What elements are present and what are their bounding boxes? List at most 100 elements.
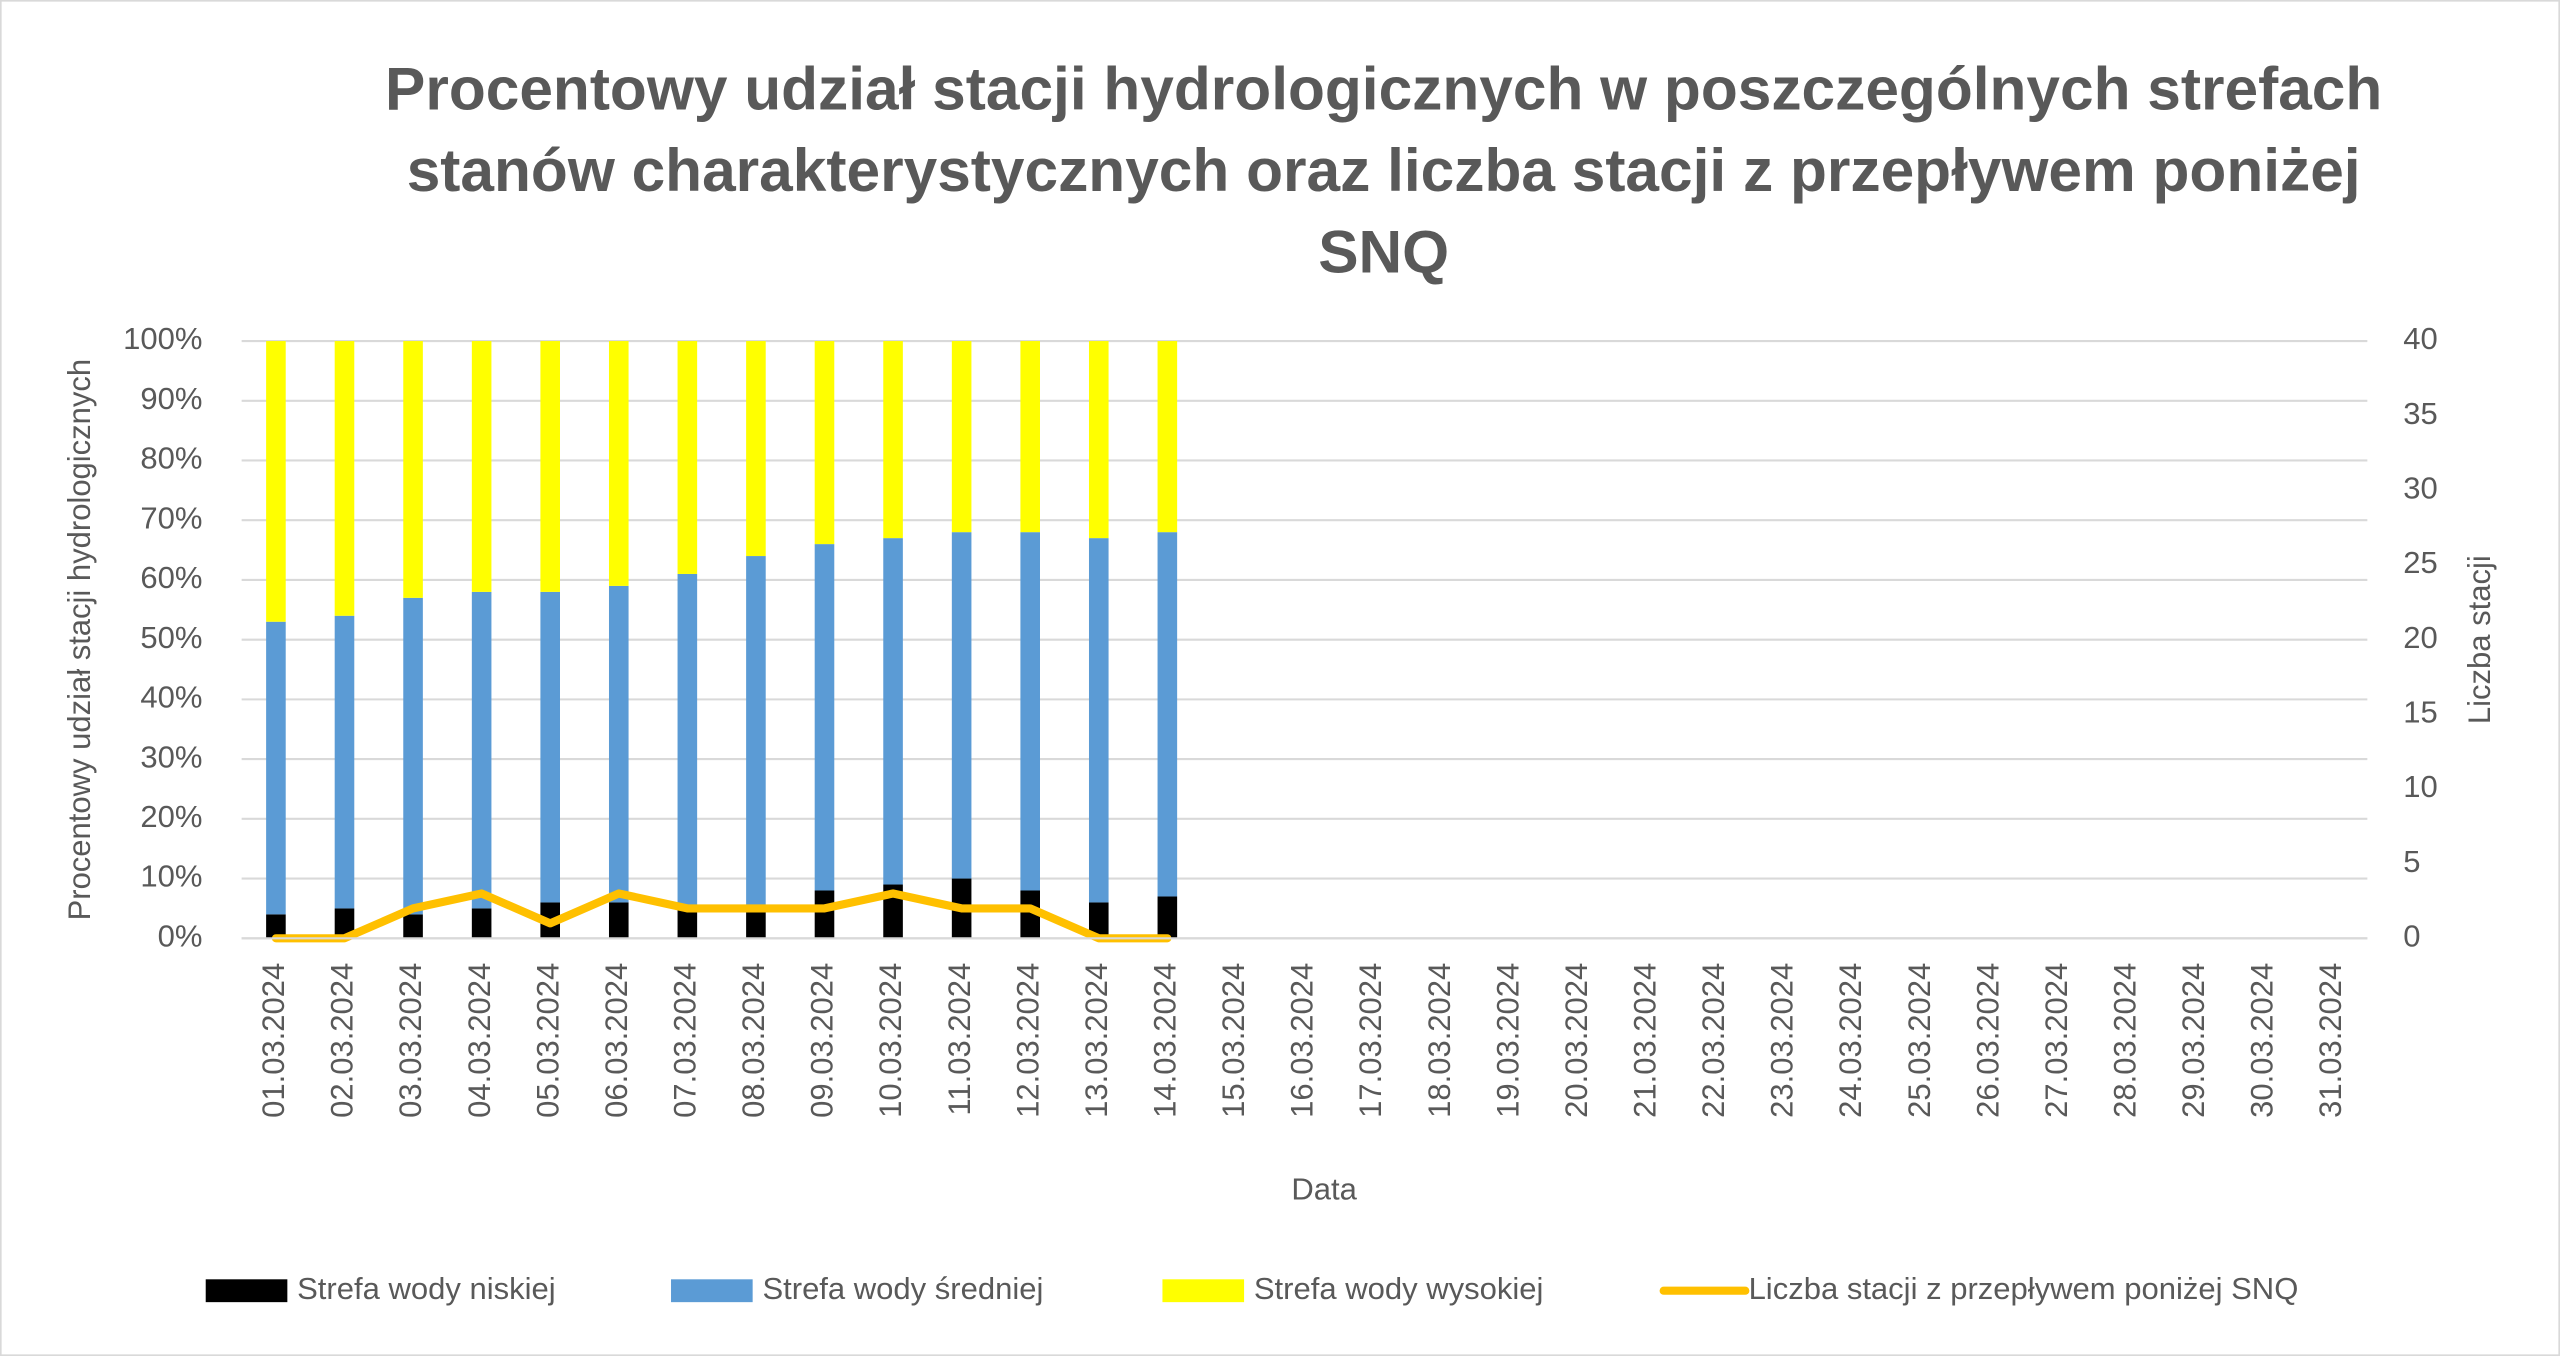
bar-segment [266, 914, 286, 939]
bar-segment [471, 591, 492, 909]
bar-segment [403, 914, 423, 939]
x-tick-label: 14.03.2024 [1148, 963, 1183, 1118]
bar-segment [608, 585, 629, 903]
y2-tick-label: 20 [2403, 620, 2437, 655]
legend-swatch [671, 1279, 753, 1303]
bar-segment [883, 341, 903, 539]
legend-label: Liczba stacji z przepływem poniżej SNQ [1749, 1271, 2299, 1306]
bar-segment [1020, 532, 1040, 891]
legend-label: Strefa wody średniej [762, 1271, 1043, 1306]
x-tick-label: 01.03.2024 [256, 963, 291, 1118]
x-tick-label: 12.03.2024 [1010, 963, 1045, 1118]
y2-tick-label: 5 [2403, 844, 2420, 879]
y-axis-label: Procentowy udział stacji hydrologicznych [62, 359, 97, 921]
legend-swatch [1162, 1279, 1245, 1303]
bar-segment [540, 591, 560, 903]
bar-segment [266, 341, 286, 622]
bar-segment [1088, 538, 1109, 903]
bar-segment [951, 532, 972, 879]
y2-tick-label: 15 [2403, 695, 2437, 730]
y2-tick-label: 30 [2403, 471, 2437, 506]
x-tick-label: 29.03.2024 [2176, 963, 2211, 1118]
bar-segment [746, 341, 766, 557]
y-tick-label: 30% [140, 739, 202, 774]
bar-segment [540, 341, 560, 592]
bar-segment [814, 341, 835, 545]
x-tick-label: 10.03.2024 [873, 963, 908, 1118]
y-tick-label: 80% [140, 441, 202, 476]
bar-segment [883, 538, 903, 885]
bar-segment [746, 556, 766, 909]
bar-segment [1157, 896, 1178, 939]
x-tick-label: 05.03.2024 [530, 963, 565, 1118]
bar-segment [814, 890, 835, 939]
bar-segment [403, 597, 423, 915]
y-tick-label: 0% [158, 918, 203, 953]
y2-tick-label: 10 [2403, 769, 2437, 804]
x-tick-label: 22.03.2024 [1696, 963, 1731, 1118]
bar-segment [1157, 341, 1178, 533]
x-tick-label: 21.03.2024 [1628, 963, 1663, 1118]
y-tick-label: 20% [140, 799, 202, 834]
y2-tick-label: 25 [2403, 545, 2437, 580]
x-tick-label: 11.03.2024 [942, 963, 977, 1116]
x-tick-label: 25.03.2024 [1902, 963, 1937, 1118]
bar-segment [334, 908, 355, 939]
bar-segment [951, 341, 972, 533]
chart-title: Procentowy udział stacji hydrologicznych… [385, 55, 2383, 286]
bar-segment [677, 341, 698, 574]
x-tick-label: 13.03.2024 [1079, 963, 1114, 1118]
x-tick-label: 16.03.2024 [1285, 963, 1320, 1118]
legend-label: Strefa wody wysokiej [1254, 1271, 1544, 1306]
bar-segment [1157, 532, 1178, 897]
bar-segment [746, 908, 766, 939]
x-tick-label: 26.03.2024 [1970, 963, 2005, 1118]
x-tick-label: 17.03.2024 [1353, 963, 1388, 1118]
bar-segment [266, 621, 286, 915]
x-tick-label: 15.03.2024 [1216, 963, 1251, 1118]
legend-label: Strefa wody niskiej [297, 1271, 556, 1306]
bar-segment [471, 908, 492, 939]
x-tick-label: 08.03.2024 [736, 963, 771, 1118]
x-tick-label: 03.03.2024 [393, 963, 428, 1118]
y-tick-label: 50% [140, 620, 202, 655]
x-tick-label: 24.03.2024 [1833, 963, 1868, 1118]
y-tick-label: 10% [140, 859, 202, 894]
y2-axis-label: Liczba stacji [2462, 555, 2497, 724]
x-tick-label: 09.03.2024 [805, 963, 840, 1118]
line-series [271, 889, 1172, 943]
legend-swatch [205, 1279, 288, 1303]
x-tick-label: 23.03.2024 [1765, 963, 1800, 1118]
bar-segment [677, 908, 698, 939]
bar-segment [608, 902, 629, 939]
x-tick-label: 27.03.2024 [2039, 963, 2074, 1118]
bar-segment [1088, 341, 1109, 539]
x-axis-label: Data [1291, 1171, 1357, 1206]
bar-segment [677, 573, 698, 909]
bar-segment [403, 341, 423, 598]
x-tick-label: 28.03.2024 [2108, 963, 2143, 1118]
y2-tick-label: 40 [2403, 321, 2437, 356]
bar-segment [814, 544, 835, 891]
y-tick-label: 40% [140, 680, 202, 715]
x-tick-label: 19.03.2024 [1490, 963, 1525, 1118]
y-tick-label: 90% [140, 381, 202, 416]
x-tick-label: 04.03.2024 [462, 963, 497, 1118]
y-tick-label: 70% [140, 500, 202, 535]
bar-segment [471, 341, 492, 592]
x-tick-label: 20.03.2024 [1559, 963, 1594, 1118]
y-tick-label: 60% [140, 560, 202, 595]
bar-segment [1020, 890, 1040, 939]
x-tick-label: 18.03.2024 [1422, 963, 1457, 1118]
bar-segment [1020, 341, 1040, 533]
bar-segment [608, 341, 629, 586]
x-tick-label: 07.03.2024 [668, 963, 703, 1118]
x-tick-label: 31.03.2024 [2313, 963, 2348, 1118]
bar-segment [1088, 902, 1109, 939]
x-tick-label: 06.03.2024 [599, 963, 634, 1118]
x-tick-label: 02.03.2024 [325, 963, 360, 1118]
y2-tick-label: 35 [2403, 396, 2437, 431]
